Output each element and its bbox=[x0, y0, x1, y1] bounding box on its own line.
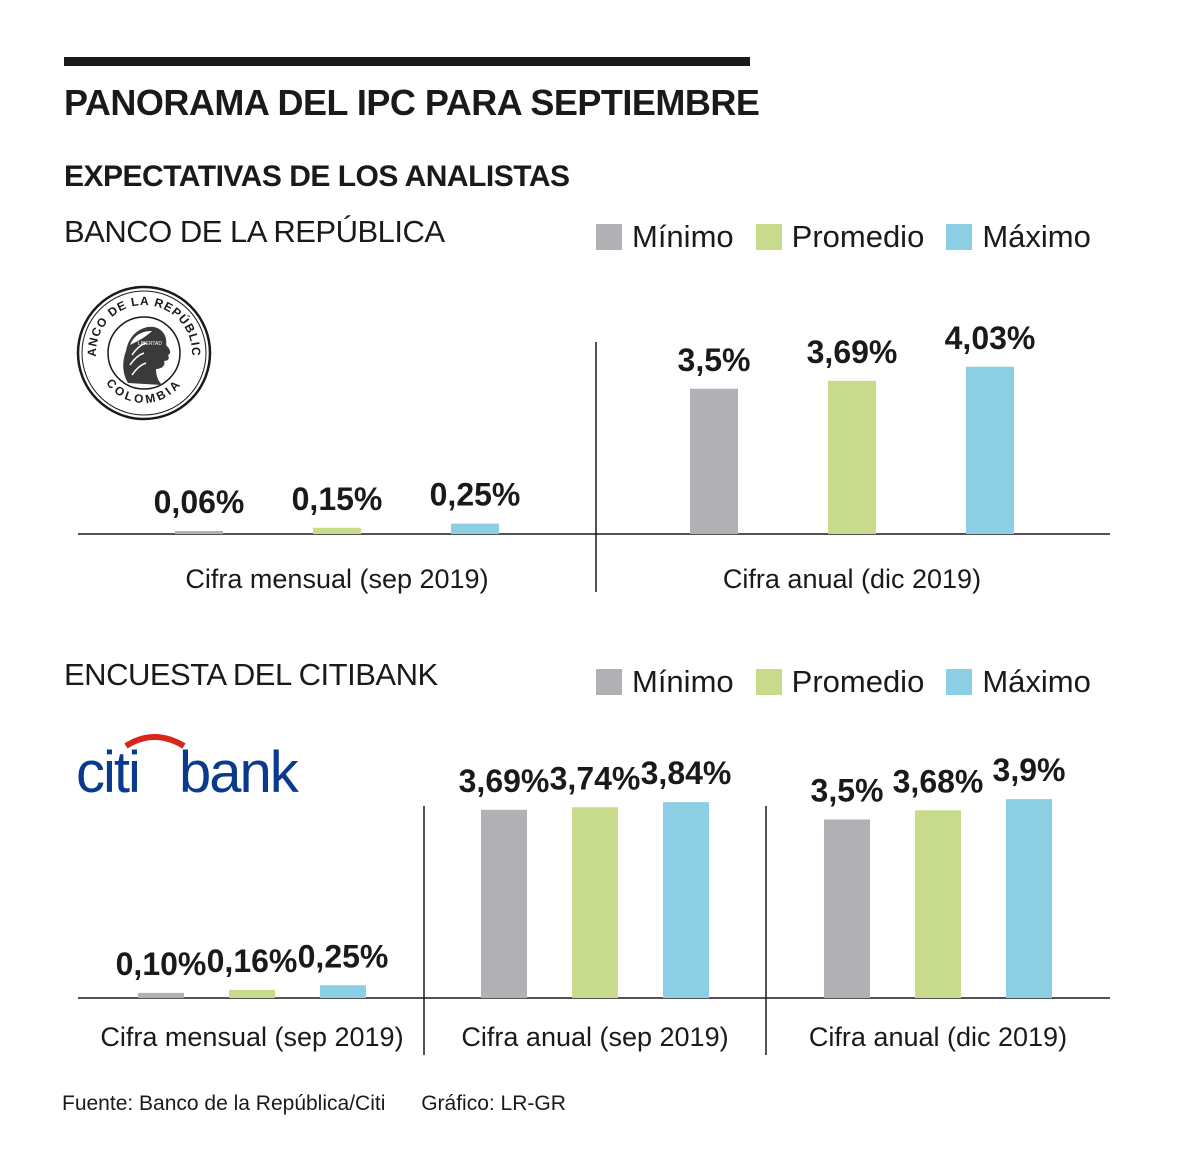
legend-item-minimo: Mínimo bbox=[596, 219, 734, 255]
value-label-maximo-group-1: 0,25% bbox=[430, 477, 521, 513]
legend-swatch-maximo-2 bbox=[946, 669, 973, 695]
group-label-2: Cifra anual (dic 2019) bbox=[723, 564, 981, 594]
citibank-arc-icon bbox=[124, 734, 186, 749]
bar-maximo-group-3 bbox=[1006, 799, 1052, 998]
bar-minimo-group-3 bbox=[824, 819, 870, 998]
page-subtitle: EXPECTATIVAS DE LOS ANALISTAS bbox=[64, 160, 570, 193]
value-label-maximo-group-3: 3,9% bbox=[993, 752, 1066, 788]
bar-maximo-group-2 bbox=[663, 802, 709, 998]
bar-promedio-group-1 bbox=[313, 527, 361, 534]
group-label-1: Cifra mensual (sep 2019) bbox=[185, 564, 488, 594]
value-label-minimo-group-1: 0,06% bbox=[154, 484, 245, 520]
value-label-promedio-group-2: 3,74% bbox=[550, 760, 641, 796]
legend-banco: Mínimo Promedio Máximo bbox=[596, 217, 1116, 257]
section-label-banco: BANCO DE LA REPÚBLICA bbox=[64, 214, 445, 249]
bar-promedio-group-2 bbox=[828, 380, 876, 534]
value-label-maximo-group-2: 4,03% bbox=[945, 320, 1036, 356]
legend-item-minimo-2: Mínimo bbox=[596, 664, 734, 700]
legend-swatch-promedio-2 bbox=[755, 669, 782, 695]
legend-label-minimo-2: Mínimo bbox=[632, 664, 734, 699]
legend-item-maximo-2: Máximo bbox=[946, 664, 1091, 700]
section-label-citibank: ENCUESTA DEL CITIBANK bbox=[64, 657, 438, 692]
bar-maximo-group-1 bbox=[320, 985, 366, 998]
legend-swatch-maximo bbox=[946, 224, 973, 250]
value-label-minimo-group-3: 3,5% bbox=[811, 773, 884, 809]
citibank-logo-citi: citi bbox=[76, 740, 139, 802]
value-label-minimo-group-1: 0,10% bbox=[116, 946, 207, 982]
chart-banco-republica: 0,06% 0,15% 0,25% Cifra mensual (sep 2019) 3… bbox=[78, 320, 1110, 594]
value-label-promedio-group-3: 3,68% bbox=[893, 763, 984, 799]
legend-item-promedio: Promedio bbox=[755, 219, 925, 255]
bar-maximo-group-2 bbox=[966, 366, 1014, 534]
legend-label-maximo: Máximo bbox=[982, 219, 1091, 254]
legend-label-promedio-2: Promedio bbox=[791, 664, 925, 699]
legend-swatch-minimo bbox=[596, 224, 622, 250]
value-label-minimo-group-2: 3,69% bbox=[459, 763, 550, 799]
bar-minimo-group-2 bbox=[690, 388, 738, 534]
legend-label-maximo-2: Máximo bbox=[982, 664, 1091, 699]
banco-republica-logo: BANCO DE LA REPÚBLICA COLOMBIA LIBERTAD bbox=[76, 285, 212, 421]
bar-minimo-group-1 bbox=[138, 992, 184, 998]
legend-swatch-minimo-2 bbox=[596, 669, 622, 695]
bar-promedio-group-2 bbox=[572, 807, 618, 998]
seal-inner-text: LIBERTAD bbox=[138, 341, 162, 347]
graphic-credit: Gráfico: LR-GR bbox=[421, 1092, 566, 1115]
legend-item-promedio-2: Promedio bbox=[755, 664, 925, 700]
group-label-1: Cifra mensual (sep 2019) bbox=[100, 1022, 403, 1052]
citibank-logo: citi bank bbox=[76, 734, 302, 802]
top-rule bbox=[64, 57, 750, 66]
seal-profile-icon bbox=[123, 326, 171, 385]
source-text: Fuente: Banco de la República/Citi bbox=[62, 1092, 386, 1115]
citibank-logo-bank: bank bbox=[179, 740, 300, 802]
value-label-promedio-group-1: 0,15% bbox=[292, 481, 383, 517]
legend-swatch-promedio bbox=[755, 224, 782, 250]
page-title: PANORAMA DEL IPC PARA SEPTIEMBRE bbox=[64, 82, 760, 123]
bar-minimo-group-1 bbox=[175, 531, 223, 534]
bar-maximo-group-1 bbox=[451, 523, 499, 534]
bar-promedio-group-3 bbox=[915, 810, 961, 998]
chart-citibank: 0,10% 0,16% 0,25% Cifra mensual (sep 2019) 3… bbox=[78, 752, 1110, 1055]
source-line: Fuente: Banco de la República/Citi Gráfi… bbox=[62, 1092, 596, 1116]
value-label-maximo-group-1: 0,25% bbox=[298, 938, 389, 974]
value-label-maximo-group-2: 3,84% bbox=[641, 755, 732, 791]
value-label-promedio-group-2: 3,69% bbox=[807, 334, 898, 370]
legend-label-promedio: Promedio bbox=[791, 219, 925, 254]
group-label-3: Cifra anual (dic 2019) bbox=[809, 1022, 1067, 1052]
legend-citibank: Mínimo Promedio Máximo bbox=[596, 662, 1116, 702]
bar-minimo-group-2 bbox=[481, 809, 527, 998]
legend-item-maximo: Máximo bbox=[946, 219, 1091, 255]
legend-label-minimo: Mínimo bbox=[632, 219, 734, 254]
group-label-2: Cifra anual (sep 2019) bbox=[461, 1022, 728, 1052]
value-label-promedio-group-1: 0,16% bbox=[207, 943, 298, 979]
seal-inner-ring bbox=[81, 290, 207, 416]
value-label-minimo-group-2: 3,5% bbox=[678, 342, 751, 378]
bar-promedio-group-1 bbox=[229, 989, 275, 998]
